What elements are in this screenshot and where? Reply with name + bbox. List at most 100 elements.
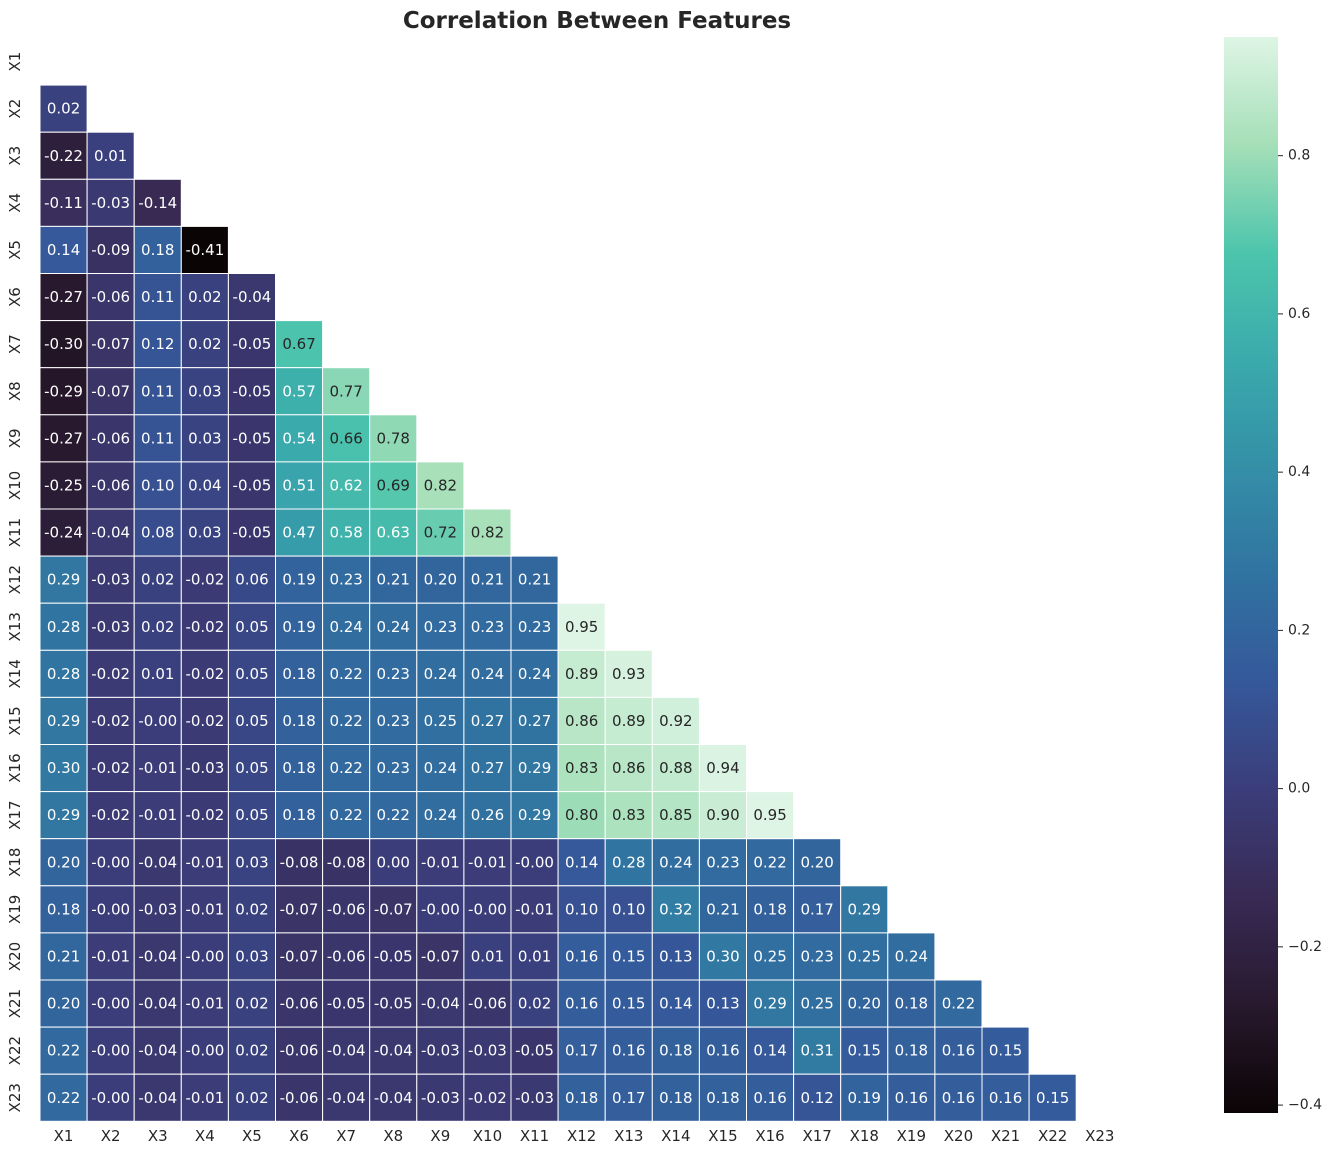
colorbar-tick-label: 0.4 (1288, 464, 1310, 480)
heatmap-cell-X23-X14 (651, 1073, 700, 1122)
x-tick-label-X19: X19 (897, 1127, 926, 1145)
heatmap-cell-X18-X16 (746, 838, 795, 887)
cell-value-X22-X11: -0.05 (515, 1042, 554, 1060)
x-tick-label-X4: X4 (195, 1127, 215, 1145)
cell-value-X8-X2: -0.07 (91, 382, 130, 400)
cell-value-X16-X9: 0.24 (424, 759, 457, 777)
heatmap-cell-X22-X19 (887, 1026, 936, 1075)
cell-value-X16-X3: -0.01 (138, 759, 177, 777)
heatmap-cell-X6-X4 (180, 273, 229, 322)
x-tick-label-X14: X14 (661, 1127, 690, 1145)
cell-value-X9-X1: -0.27 (44, 429, 83, 447)
x-tick-label-X3: X3 (148, 1127, 168, 1145)
heatmap-cell-X18-X9 (416, 838, 465, 887)
heatmap-cell-X10-X6 (275, 461, 324, 510)
heatmap-cell-X16-X10 (463, 744, 512, 793)
x-tick-label-X1: X1 (54, 1127, 74, 1145)
heatmap-cell-X20-X10 (463, 932, 512, 981)
heatmap-cell-X11-X3 (133, 508, 182, 557)
heatmap-cell-X17-X3 (133, 791, 182, 840)
cell-value-X12-X1: 0.29 (47, 571, 80, 589)
heatmap-cell-X16-X15 (698, 744, 748, 793)
heatmap-cell-X11-X8 (369, 508, 418, 557)
cell-value-X20-X1: 0.21 (47, 947, 80, 965)
cell-value-X15-X3: -0.00 (138, 712, 177, 730)
heatmap-cell-X18-X15 (698, 838, 748, 887)
heatmap-cell-X22-X1 (39, 1026, 88, 1075)
cell-value-X23-X15: 0.18 (706, 1089, 739, 1107)
heatmap-cell-X17-X4 (180, 791, 229, 840)
y-tick-label-X13: X13 (6, 612, 24, 641)
cell-value-X21-X2: -0.00 (91, 995, 130, 1013)
heatmap-cell-X17-X1 (39, 791, 88, 840)
cell-value-X9-X6: 0.54 (282, 429, 315, 447)
heatmap-cell-X13-X12 (557, 602, 606, 651)
cell-value-X19-X10: -0.00 (468, 900, 507, 918)
heatmap-cell-X22-X20 (934, 1026, 983, 1075)
heatmap-cell-X17-X6 (275, 791, 324, 840)
heatmap-cell-X7-X4 (180, 320, 229, 369)
cell-value-X14-X3: 0.01 (141, 665, 174, 683)
heatmap-cell-X21-X17 (793, 979, 842, 1028)
colorbar: −0.4 −0.2 0.0 0.2 0.4 0.6 0.8 (1224, 37, 1322, 1113)
cell-value-X14-X2: -0.02 (91, 665, 130, 683)
heatmap-cell-X22-X4 (180, 1026, 229, 1075)
cell-value-X19-X16: 0.18 (753, 900, 786, 918)
cell-value-X13-X9: 0.23 (424, 618, 457, 636)
cell-value-X17-X8: 0.22 (377, 806, 410, 824)
heatmap-cell-X3-X1 (39, 131, 88, 180)
colorbar-ticks: −0.4 −0.2 0.0 0.2 0.4 0.6 0.8 (1278, 148, 1322, 1113)
x-tick-label-X12: X12 (567, 1127, 596, 1145)
cell-value-X17-X11: 0.29 (518, 806, 551, 824)
y-tick-label-X4: X4 (6, 193, 24, 213)
y-tick-label-X8: X8 (6, 381, 24, 401)
cell-value-X5-X1: 0.14 (47, 241, 80, 259)
heatmap-cell-X17-X11 (510, 791, 559, 840)
cell-value-X19-X18: 0.29 (848, 900, 881, 918)
cell-value-X17-X9: 0.24 (424, 806, 457, 824)
heatmap-cell-X9-X3 (133, 414, 182, 463)
cell-value-X11-X1: -0.24 (44, 524, 83, 542)
cell-value-X20-X3: -0.04 (138, 947, 177, 965)
cell-value-X11-X9: 0.72 (424, 524, 457, 542)
cell-value-X11-X2: -0.04 (91, 524, 130, 542)
cell-value-X9-X4: 0.03 (188, 429, 221, 447)
heatmap-cell-X13-X11 (510, 602, 559, 651)
cell-value-X9-X2: -0.06 (91, 429, 130, 447)
cell-value-X10-X2: -0.06 (91, 476, 130, 494)
cell-value-X22-X10: -0.03 (468, 1042, 507, 1060)
cell-value-X16-X7: 0.22 (329, 759, 362, 777)
cell-value-X12-X5: 0.06 (235, 571, 268, 589)
heatmap-cell-X9-X8 (369, 414, 418, 463)
heatmap-cell-X23-X22 (1028, 1073, 1077, 1122)
heatmap-cell-X23-X12 (557, 1073, 606, 1122)
cell-value-X6-X1: -0.27 (44, 288, 83, 306)
heatmap-cell-X21-X20 (934, 979, 983, 1028)
cell-value-X20-X18: 0.25 (848, 947, 881, 965)
cell-value-X11-X10: 0.82 (471, 524, 504, 542)
cell-value-X15-X7: 0.22 (329, 712, 362, 730)
heatmap-cell-X11-X1 (39, 508, 88, 557)
cell-value-X19-X17: 0.17 (800, 900, 833, 918)
heatmap-cell-X20-X7 (322, 932, 371, 981)
heatmap-cell-X23-X8 (369, 1073, 418, 1122)
heatmap-cell-X15-X14 (651, 696, 700, 746)
cell-value-X23-X14: 0.18 (659, 1089, 692, 1107)
heatmap-cell-X21-X7 (322, 979, 371, 1028)
heatmap-cell-X7-X5 (227, 320, 276, 369)
heatmap-cell-X15-X7 (322, 696, 371, 746)
heatmap-cell-X23-X20 (934, 1073, 983, 1122)
heatmap-cell-X18-X2 (86, 838, 135, 887)
cell-value-X5-X4: -0.41 (185, 241, 224, 259)
cell-value-X19-X8: -0.07 (374, 900, 413, 918)
colorbar-gradient (1224, 37, 1278, 1113)
cell-value-X15-X9: 0.25 (424, 712, 457, 730)
cell-value-X21-X9: -0.04 (421, 995, 460, 1013)
heatmap-cell-X19-X2 (86, 885, 135, 934)
heatmap-cell-X22-X2 (86, 1026, 135, 1075)
cell-value-X7-X2: -0.07 (91, 335, 130, 353)
cell-value-X20-X10: 0.01 (471, 947, 504, 965)
heatmap-cell-X10-X9 (416, 461, 465, 510)
cell-value-X21-X17: 0.25 (800, 995, 833, 1013)
